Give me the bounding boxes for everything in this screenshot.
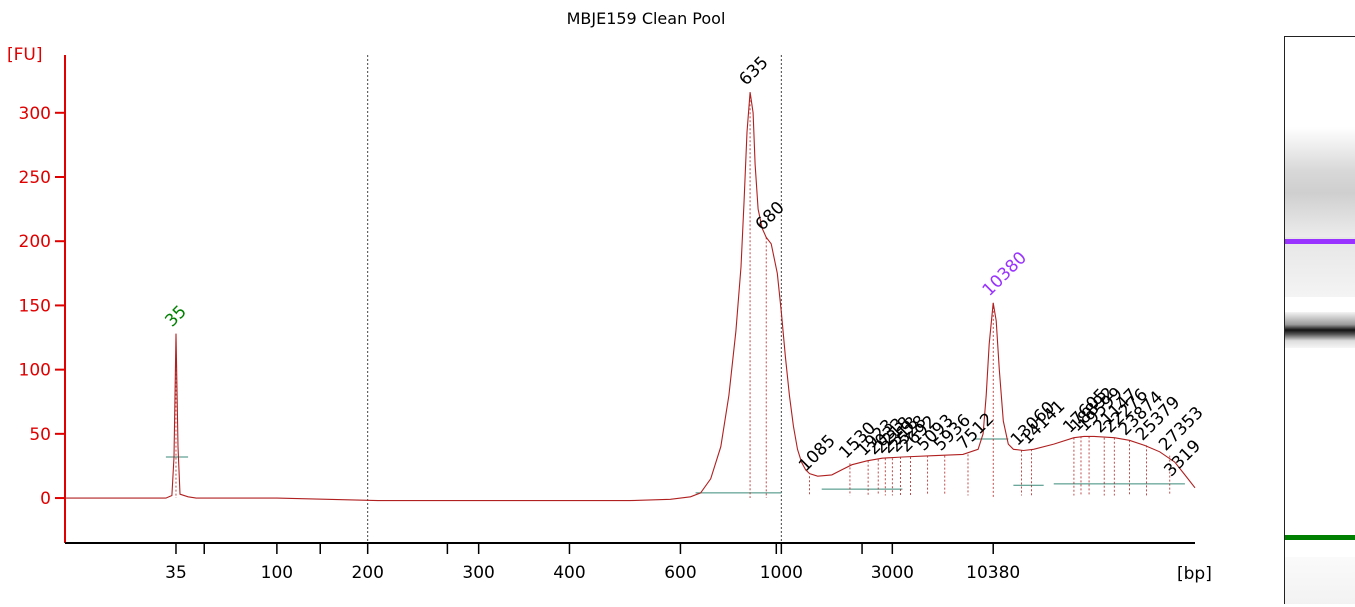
x-tick-label: 200 <box>351 563 383 583</box>
x-tick-label: 100 <box>261 563 293 583</box>
x-axis-label: [bp] <box>1177 564 1212 584</box>
gel-sample-band <box>1285 312 1355 348</box>
gel-upper-marker <box>1285 238 1355 244</box>
y-tick-label: 150 <box>19 296 51 316</box>
x-tick-label: 300 <box>462 563 494 583</box>
x-tick-label: 3000 <box>871 563 914 583</box>
x-tick-label: 400 <box>553 563 585 583</box>
y-tick-label: 250 <box>19 168 51 188</box>
x-tick-label: 10380 <box>966 563 1020 583</box>
y-tick-label: 300 <box>19 104 51 124</box>
y-tick-label: 0 <box>40 489 51 509</box>
x-tick-label: 600 <box>664 563 696 583</box>
chart-title: MBJE159 Clean Pool <box>567 9 726 28</box>
peak-label: 680 <box>752 198 789 235</box>
axes: 0 50 100 150 200 250 300 35 100 200 300 400 600 1000 3… <box>19 55 1195 583</box>
gel-smear-band <box>1285 127 1355 237</box>
electropherogram-trace <box>65 92 1196 502</box>
electropherogram-chart: MBJE159 Clean Pool [FU] [bp] 0 50 100 150 20… <box>7 9 1212 584</box>
y-axis-label: [FU] <box>7 45 43 65</box>
region-label: 1085 <box>795 431 840 476</box>
peak-label: 10380 <box>979 248 1031 300</box>
peak-label: 635 <box>735 53 772 90</box>
peak-label: 35 <box>161 302 190 331</box>
gridlines <box>367 55 782 543</box>
x-tick-label: 1000 <box>760 563 803 583</box>
gel-upper-smear <box>1285 237 1355 297</box>
x-tick-label: 35 <box>165 563 187 583</box>
y-tick-label: 50 <box>29 425 51 445</box>
trace <box>65 92 1196 502</box>
y-tick-label: 200 <box>19 232 51 252</box>
peak-labels: 3563568010380108515301923203322182318252… <box>161 53 1207 481</box>
gel-lower-marker <box>1285 535 1355 541</box>
y-tick-label: 100 <box>19 361 51 381</box>
region-markings <box>165 92 1185 499</box>
gel-image <box>1284 36 1355 604</box>
gel-lower-smear <box>1285 557 1355 604</box>
